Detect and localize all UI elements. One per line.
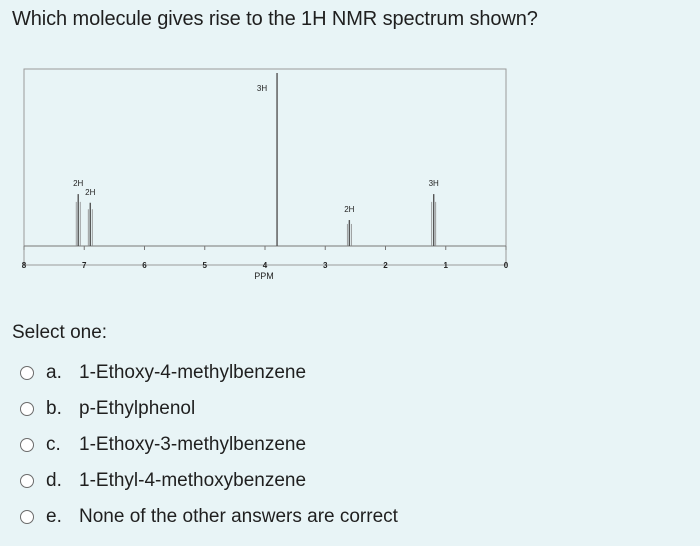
option-text: p-Ethylphenol bbox=[79, 398, 196, 419]
option-c[interactable]: c. 1-Ethoxy-3-methylbenzene bbox=[20, 427, 398, 463]
x-tick-label: 4 bbox=[263, 261, 268, 270]
x-tick-label: 8 bbox=[22, 261, 27, 270]
option-e[interactable]: e. None of the other answers are correct bbox=[20, 499, 398, 535]
radio-button[interactable] bbox=[20, 474, 34, 488]
option-text: 1-Ethoxy-4-methylbenzene bbox=[79, 362, 307, 383]
option-a[interactable]: a. 1-Ethoxy-4-methylbenzene bbox=[20, 355, 398, 391]
x-tick-label: 0 bbox=[504, 261, 509, 270]
x-tick-label: 5 bbox=[203, 261, 208, 270]
option-letter: a. bbox=[46, 362, 62, 383]
select-one-label: Select one: bbox=[12, 322, 108, 343]
peak-integration-label: 2H bbox=[73, 179, 83, 188]
spectrum-frame bbox=[23, 68, 507, 266]
option-d[interactable]: d. 1-Ethyl-4-methoxybenzene bbox=[20, 463, 398, 499]
radio-button[interactable] bbox=[20, 510, 34, 524]
radio-button[interactable] bbox=[20, 366, 34, 380]
x-axis-label: PPM bbox=[254, 271, 274, 281]
x-tick-label: 6 bbox=[142, 261, 147, 270]
option-text: 1-Ethyl-4-methoxybenzene bbox=[79, 470, 307, 491]
option-letter: b. bbox=[46, 398, 62, 419]
x-tick-label: 7 bbox=[82, 261, 87, 270]
peak-integration-label: 2H bbox=[85, 188, 95, 197]
option-letter: e. bbox=[46, 506, 62, 527]
radio-button[interactable] bbox=[20, 402, 34, 416]
answer-options: a. 1-Ethoxy-4-methylbenzene b. p-Ethylph… bbox=[20, 355, 398, 535]
question-text: Which molecule gives rise to the 1H NMR … bbox=[12, 8, 538, 30]
option-text: 1-Ethoxy-3-methylbenzene bbox=[79, 434, 307, 455]
peak-integration-label: 3H bbox=[429, 179, 439, 188]
peak-integration-label: 3H bbox=[257, 84, 267, 93]
option-b[interactable]: b. p-Ethylphenol bbox=[20, 391, 398, 427]
peak-integration-label: 2H bbox=[344, 205, 354, 214]
option-letter: d. bbox=[46, 470, 62, 491]
x-tick-label: 2 bbox=[383, 261, 388, 270]
radio-button[interactable] bbox=[20, 438, 34, 452]
x-tick-label: 3 bbox=[323, 261, 328, 270]
option-text: None of the other answers are correct bbox=[79, 506, 398, 527]
option-letter: c. bbox=[46, 434, 61, 455]
x-tick-label: 1 bbox=[444, 261, 449, 270]
